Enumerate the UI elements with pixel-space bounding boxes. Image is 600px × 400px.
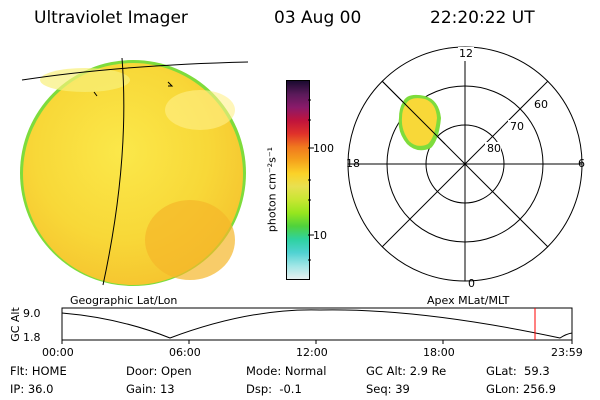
instrument-title: Ultraviolet Imager [34,8,188,28]
glat-value: GLat: 59.3 [486,364,550,378]
altitude-timeline [61,307,573,344]
mlt-18-label: 18 [346,157,360,170]
colorbar-tick-100: 100 [313,142,334,155]
ip-value: IP: 36.0 [10,382,54,396]
altitude-curve [61,309,573,339]
colorbar-ticks [308,99,314,261]
longitude-line [102,57,125,286]
timeline-frame [61,307,573,341]
glon-value: GLon: 256.9 [486,382,556,396]
door-status: Door: Open [126,364,192,378]
mlat-80-label: 80 [487,142,501,155]
flight-status: Flt: HOME [10,364,67,378]
dsp-value: Dsp: -0.1 [246,382,302,396]
timeline-xtick-1800: 18:00 [423,346,455,359]
timeline-ylabel: GC Alt [8,307,22,342]
gc-alt-value: GC Alt: 2.9 Re [366,364,447,378]
mlat-60-label: 60 [534,98,548,111]
timeline-xtick-1200: 12:00 [296,346,328,359]
mlt-12-label: 12 [459,47,473,60]
colorbar [286,80,310,280]
sequence-value: Seq: 39 [366,382,410,396]
timeline-xtick-0600: 06:00 [169,346,201,359]
colorbar-tick-10: 10 [313,229,327,242]
timeline-xtick-2359: 23:59 [551,346,583,359]
colorbar-unit-label: photon cm⁻²s⁻¹ [265,146,279,233]
timeline-xtick-0000: 00:00 [42,346,74,359]
geographic-image [20,57,249,286]
apex-panel-label: Apex MLat/MLT [427,294,510,307]
gain-value: Gain: 13 [126,382,175,396]
apex-polar-plot [347,46,583,282]
mode-status: Mode: Normal [246,364,327,378]
mlt-0-label: 0 [468,277,475,290]
timeline-ytick-min: 1.8 [23,331,41,344]
auroral-patch [398,94,441,151]
date-label: 03 Aug 00 [274,8,362,28]
mlt-6-label: 6 [578,157,585,170]
latitude-line [21,61,249,81]
timeline-ytick-max: 9.0 [23,307,41,320]
mlat-70-label: 70 [510,120,524,133]
time-label: 22:20:22 UT [430,8,535,28]
geographic-panel-label: Geographic Lat/Lon [70,294,178,307]
